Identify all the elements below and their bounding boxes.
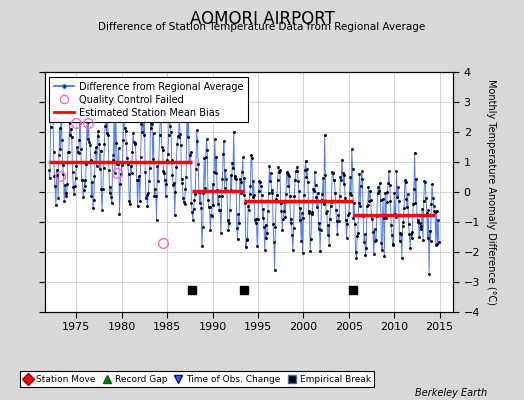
- Text: Berkeley Earth: Berkeley Earth: [415, 388, 487, 398]
- Text: AOMORI AIRPORT: AOMORI AIRPORT: [190, 10, 334, 28]
- Legend: Difference from Regional Average, Quality Control Failed, Estimated Station Mean: Difference from Regional Average, Qualit…: [49, 77, 248, 122]
- Text: Difference of Station Temperature Data from Regional Average: Difference of Station Temperature Data f…: [99, 22, 425, 32]
- Legend: Station Move, Record Gap, Time of Obs. Change, Empirical Break: Station Move, Record Gap, Time of Obs. C…: [20, 371, 375, 388]
- Y-axis label: Monthly Temperature Anomaly Difference (°C): Monthly Temperature Anomaly Difference (…: [486, 79, 496, 305]
